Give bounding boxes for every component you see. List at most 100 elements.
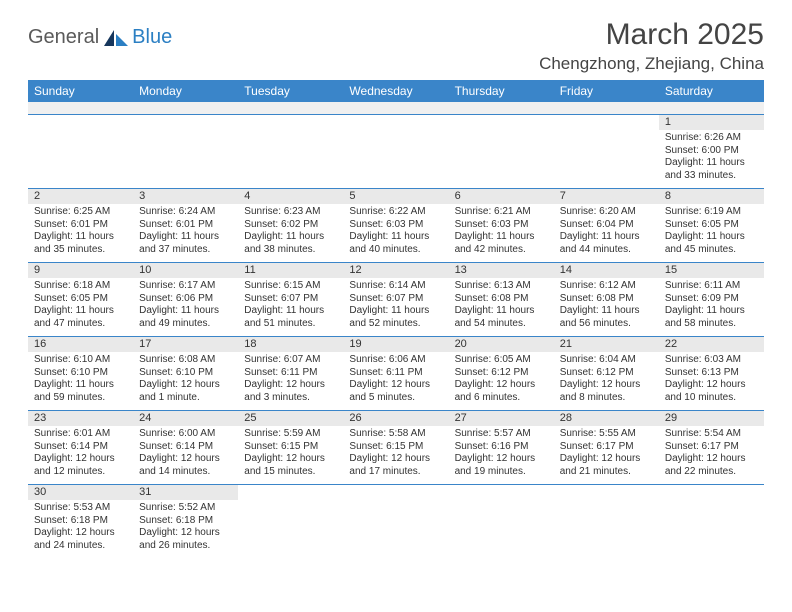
day-number: 2 [28,189,133,205]
sunrise-text: Sunrise: 5:53 AM [34,502,127,515]
day-content: Sunrise: 6:24 AMSunset: 6:01 PMDaylight:… [133,204,238,258]
daylight-text: Daylight: 11 hours and 59 minutes. [34,379,127,404]
calendar-day-cell [133,114,238,188]
sunset-text: Sunset: 6:15 PM [244,441,337,454]
calendar-day-cell: 25Sunrise: 5:59 AMSunset: 6:15 PMDayligh… [238,410,343,484]
sunrise-text: Sunrise: 6:25 AM [34,206,127,219]
header-sunday: Sunday [28,80,133,102]
title-block: March 2025 Chengzhong, Zhejiang, China [539,18,764,74]
calendar-day-cell: 10Sunrise: 6:17 AMSunset: 6:06 PMDayligh… [133,262,238,336]
sunset-text: Sunset: 6:15 PM [349,441,442,454]
sunrise-text: Sunrise: 6:20 AM [560,206,653,219]
sunrise-text: Sunrise: 5:57 AM [455,428,548,441]
sunset-text: Sunset: 6:00 PM [665,145,758,158]
sunset-text: Sunset: 6:16 PM [455,441,548,454]
sunset-text: Sunset: 6:03 PM [349,219,442,232]
day-content: Sunrise: 6:01 AMSunset: 6:14 PMDaylight:… [28,426,133,480]
sunset-text: Sunset: 6:18 PM [34,515,127,528]
calendar-day-cell: 30Sunrise: 5:53 AMSunset: 6:18 PMDayligh… [28,484,133,558]
sunset-text: Sunset: 6:14 PM [139,441,232,454]
day-content: Sunrise: 5:58 AMSunset: 6:15 PMDaylight:… [343,426,448,480]
sunrise-text: Sunrise: 6:12 AM [560,280,653,293]
day-content: Sunrise: 6:23 AMSunset: 6:02 PMDaylight:… [238,204,343,258]
calendar-day-cell: 24Sunrise: 6:00 AMSunset: 6:14 PMDayligh… [133,410,238,484]
day-number: 11 [238,263,343,279]
sunset-text: Sunset: 6:10 PM [34,367,127,380]
day-number: 1 [659,115,764,131]
sunrise-text: Sunrise: 6:14 AM [349,280,442,293]
daylight-text: Daylight: 11 hours and 45 minutes. [665,231,758,256]
sunrise-text: Sunrise: 6:05 AM [455,354,548,367]
day-number: 21 [554,337,659,353]
calendar-day-cell: 29Sunrise: 5:54 AMSunset: 6:17 PMDayligh… [659,410,764,484]
calendar-day-cell: 20Sunrise: 6:05 AMSunset: 6:12 PMDayligh… [449,336,554,410]
day-number: 4 [238,189,343,205]
sunrise-text: Sunrise: 5:54 AM [665,428,758,441]
weekday-header-row: Sunday Monday Tuesday Wednesday Thursday… [28,80,764,102]
day-content: Sunrise: 6:07 AMSunset: 6:11 PMDaylight:… [238,352,343,406]
day-content: Sunrise: 5:52 AMSunset: 6:18 PMDaylight:… [133,500,238,554]
calendar-day-cell [343,114,448,188]
day-number: 31 [133,485,238,501]
calendar-week-row: 30Sunrise: 5:53 AMSunset: 6:18 PMDayligh… [28,484,764,558]
sunset-text: Sunset: 6:18 PM [139,515,232,528]
calendar-day-cell: 9Sunrise: 6:18 AMSunset: 6:05 PMDaylight… [28,262,133,336]
sunset-text: Sunset: 6:08 PM [560,293,653,306]
header-wednesday: Wednesday [343,80,448,102]
sunset-text: Sunset: 6:01 PM [139,219,232,232]
day-number: 18 [238,337,343,353]
sunset-text: Sunset: 6:11 PM [349,367,442,380]
sunset-text: Sunset: 6:02 PM [244,219,337,232]
sunset-text: Sunset: 6:04 PM [560,219,653,232]
calendar-day-cell [238,114,343,188]
day-number: 14 [554,263,659,279]
day-number: 28 [554,411,659,427]
day-number: 7 [554,189,659,205]
calendar-week-row: 9Sunrise: 6:18 AMSunset: 6:05 PMDaylight… [28,262,764,336]
day-number: 19 [343,337,448,353]
page-header: General Blue March 2025 Chengzhong, Zhej… [28,18,764,74]
daylight-text: Daylight: 12 hours and 8 minutes. [560,379,653,404]
day-number: 24 [133,411,238,427]
sunrise-text: Sunrise: 6:15 AM [244,280,337,293]
calendar-day-cell: 21Sunrise: 6:04 AMSunset: 6:12 PMDayligh… [554,336,659,410]
sunrise-text: Sunrise: 6:10 AM [34,354,127,367]
daylight-text: Daylight: 11 hours and 58 minutes. [665,305,758,330]
daylight-text: Daylight: 12 hours and 5 minutes. [349,379,442,404]
sunset-text: Sunset: 6:05 PM [34,293,127,306]
day-content: Sunrise: 6:26 AMSunset: 6:00 PMDaylight:… [659,130,764,184]
day-content: Sunrise: 6:25 AMSunset: 6:01 PMDaylight:… [28,204,133,258]
sunrise-text: Sunrise: 6:17 AM [139,280,232,293]
day-number: 13 [449,263,554,279]
day-content: Sunrise: 6:18 AMSunset: 6:05 PMDaylight:… [28,278,133,332]
calendar-day-cell: 6Sunrise: 6:21 AMSunset: 6:03 PMDaylight… [449,188,554,262]
day-content: Sunrise: 6:19 AMSunset: 6:05 PMDaylight:… [659,204,764,258]
day-number: 3 [133,189,238,205]
calendar-day-cell: 14Sunrise: 6:12 AMSunset: 6:08 PMDayligh… [554,262,659,336]
sunset-text: Sunset: 6:09 PM [665,293,758,306]
day-content: Sunrise: 6:06 AMSunset: 6:11 PMDaylight:… [343,352,448,406]
day-number: 25 [238,411,343,427]
calendar-day-cell: 3Sunrise: 6:24 AMSunset: 6:01 PMDaylight… [133,188,238,262]
location-text: Chengzhong, Zhejiang, China [539,54,764,74]
calendar-week-row: 1Sunrise: 6:26 AMSunset: 6:00 PMDaylight… [28,114,764,188]
calendar-day-cell: 1Sunrise: 6:26 AMSunset: 6:00 PMDaylight… [659,114,764,188]
sunrise-text: Sunrise: 5:52 AM [139,502,232,515]
sunset-text: Sunset: 6:06 PM [139,293,232,306]
daylight-text: Daylight: 11 hours and 44 minutes. [560,231,653,256]
sunset-text: Sunset: 6:01 PM [34,219,127,232]
sunset-text: Sunset: 6:07 PM [244,293,337,306]
day-content: Sunrise: 6:22 AMSunset: 6:03 PMDaylight:… [343,204,448,258]
calendar-day-cell: 27Sunrise: 5:57 AMSunset: 6:16 PMDayligh… [449,410,554,484]
sunrise-text: Sunrise: 6:01 AM [34,428,127,441]
header-monday: Monday [133,80,238,102]
calendar-day-cell [343,484,448,558]
header-tuesday: Tuesday [238,80,343,102]
calendar-day-cell: 13Sunrise: 6:13 AMSunset: 6:08 PMDayligh… [449,262,554,336]
sunrise-text: Sunrise: 6:23 AM [244,206,337,219]
calendar-week-row: 2Sunrise: 6:25 AMSunset: 6:01 PMDaylight… [28,188,764,262]
sunset-text: Sunset: 6:07 PM [349,293,442,306]
sunset-text: Sunset: 6:10 PM [139,367,232,380]
day-content: Sunrise: 6:15 AMSunset: 6:07 PMDaylight:… [238,278,343,332]
day-number: 10 [133,263,238,279]
